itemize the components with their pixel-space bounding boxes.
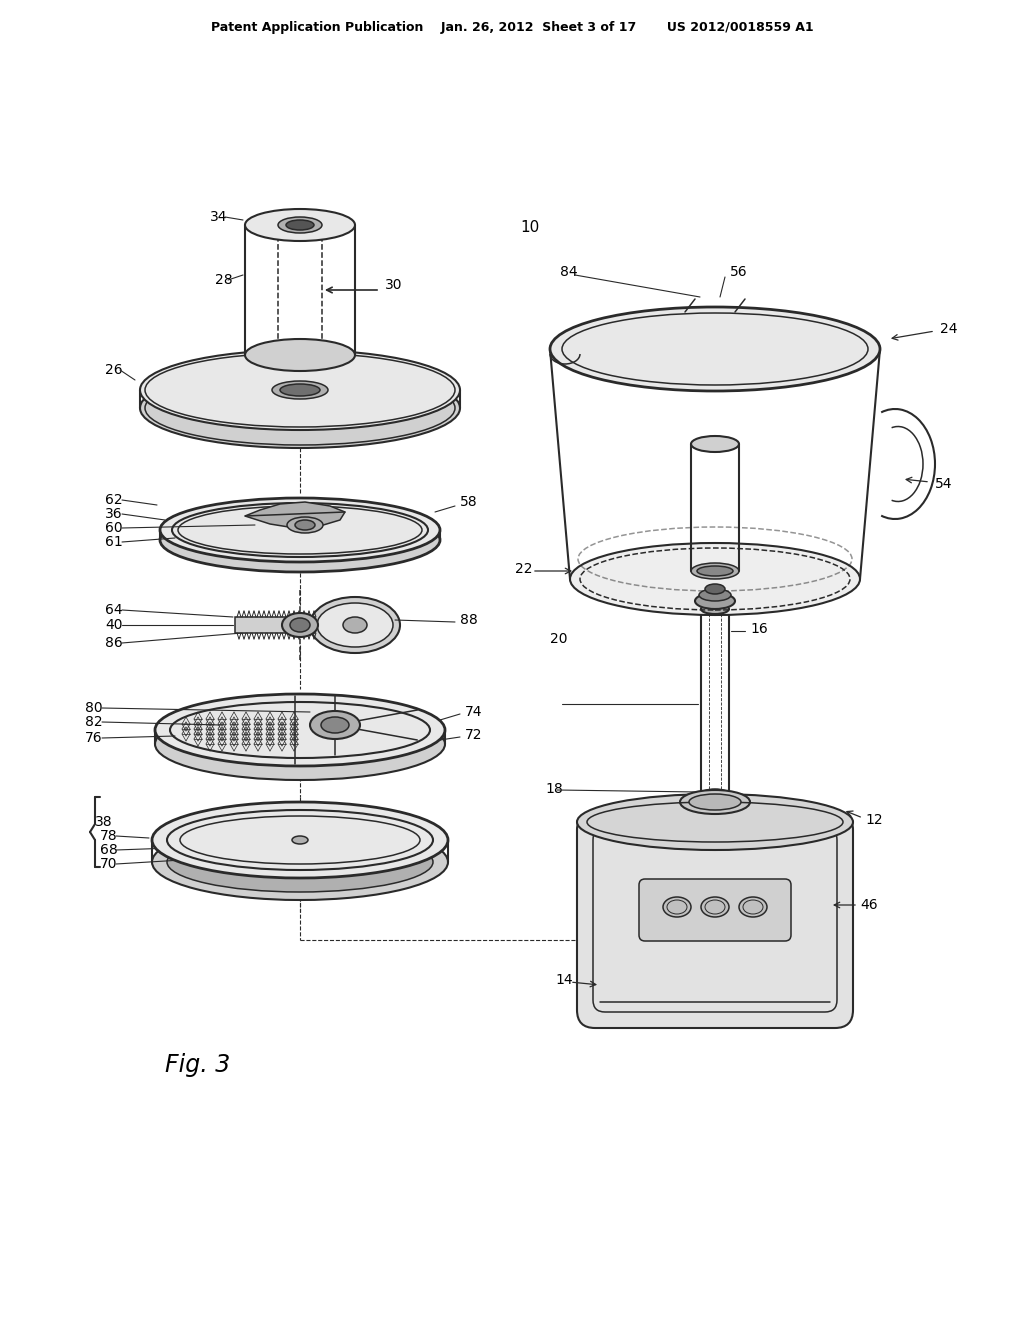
Text: 38: 38 [95, 814, 113, 829]
Bar [234, 616, 315, 634]
Text: 62: 62 [105, 492, 123, 507]
Text: 84: 84 [560, 265, 578, 279]
Ellipse shape [292, 836, 308, 843]
Text: 14: 14 [555, 973, 572, 987]
Ellipse shape [280, 384, 319, 396]
Ellipse shape [695, 593, 735, 609]
Text: 82: 82 [85, 715, 102, 729]
Text: 72: 72 [465, 729, 482, 742]
Text: 70: 70 [100, 857, 118, 871]
Text: 26: 26 [105, 363, 123, 378]
Ellipse shape [245, 339, 355, 371]
Text: 30: 30 [385, 279, 402, 292]
Text: 54: 54 [935, 477, 952, 491]
Text: 36: 36 [105, 507, 123, 521]
Ellipse shape [321, 717, 349, 733]
FancyBboxPatch shape [577, 812, 853, 1028]
Ellipse shape [680, 789, 750, 814]
Ellipse shape [697, 566, 733, 576]
Ellipse shape [699, 589, 731, 601]
Ellipse shape [310, 597, 400, 653]
Ellipse shape [550, 308, 880, 391]
Ellipse shape [286, 220, 314, 230]
Ellipse shape [282, 612, 318, 638]
Ellipse shape [691, 564, 739, 579]
Text: 40: 40 [105, 618, 123, 632]
Ellipse shape [287, 517, 323, 533]
Ellipse shape [272, 381, 328, 399]
Text: Fig. 3: Fig. 3 [165, 1053, 230, 1077]
Text: 60: 60 [105, 521, 123, 535]
Text: 61: 61 [105, 535, 123, 549]
Text: 58: 58 [460, 495, 477, 510]
Ellipse shape [290, 618, 310, 632]
Text: 78: 78 [100, 829, 118, 843]
Text: 22: 22 [515, 562, 532, 576]
Text: 88: 88 [460, 612, 478, 627]
Ellipse shape [691, 436, 739, 451]
Text: 74: 74 [465, 705, 482, 719]
Ellipse shape [152, 803, 449, 878]
Text: 10: 10 [520, 219, 540, 235]
Ellipse shape [739, 898, 767, 917]
Ellipse shape [140, 350, 460, 430]
Text: 66: 66 [750, 579, 768, 593]
Ellipse shape [317, 603, 393, 647]
Text: 24: 24 [940, 322, 957, 337]
Text: 18: 18 [545, 781, 563, 796]
Text: 46: 46 [860, 898, 878, 912]
Text: 28: 28 [215, 273, 232, 286]
Text: 20: 20 [550, 632, 567, 645]
Ellipse shape [155, 708, 445, 780]
Ellipse shape [701, 898, 729, 917]
Polygon shape [245, 502, 345, 528]
Ellipse shape [663, 898, 691, 917]
Ellipse shape [310, 711, 360, 739]
Ellipse shape [152, 824, 449, 900]
Ellipse shape [701, 789, 729, 799]
Text: Patent Application Publication    Jan. 26, 2012  Sheet 3 of 17       US 2012/001: Patent Application Publication Jan. 26, … [211, 21, 813, 33]
Ellipse shape [245, 209, 355, 242]
Ellipse shape [705, 583, 725, 594]
Ellipse shape [701, 605, 729, 614]
Text: 56: 56 [730, 265, 748, 279]
Ellipse shape [167, 832, 433, 892]
Text: 34: 34 [210, 210, 227, 224]
Text: 68: 68 [100, 843, 118, 857]
Text: 76: 76 [85, 731, 102, 744]
Ellipse shape [689, 795, 741, 810]
Ellipse shape [278, 216, 322, 234]
Ellipse shape [577, 795, 853, 850]
Ellipse shape [295, 520, 315, 531]
Text: 94: 94 [750, 797, 768, 810]
Text: 86: 86 [105, 636, 123, 649]
Ellipse shape [155, 694, 445, 766]
Text: 64: 64 [105, 603, 123, 616]
Text: 16: 16 [750, 622, 768, 636]
Ellipse shape [570, 543, 860, 615]
Text: 92: 92 [750, 591, 768, 606]
Ellipse shape [343, 616, 367, 634]
Text: 80: 80 [85, 701, 102, 715]
Ellipse shape [140, 368, 460, 447]
Text: 12: 12 [865, 813, 883, 828]
Ellipse shape [160, 508, 440, 572]
FancyBboxPatch shape [639, 879, 791, 941]
Ellipse shape [160, 498, 440, 562]
